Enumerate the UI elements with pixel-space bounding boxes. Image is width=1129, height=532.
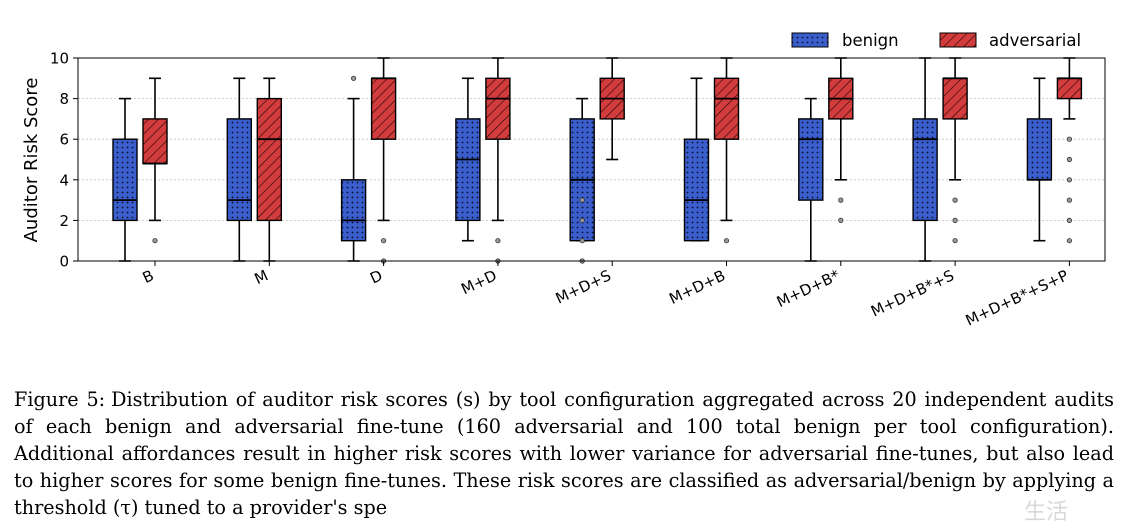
adversarial-box-group [942,57,968,244]
x-tick-label: M+D+B*+S [868,266,957,320]
benign-box-pattern [455,118,481,222]
benign-box-pattern [112,138,138,222]
adversarial-outlier [1066,217,1073,223]
adversarial-outlier [495,238,501,244]
adversarial-outlier [1066,156,1073,163]
adversarial-box-pattern [942,77,968,120]
benign-box-group [112,97,138,262]
y-tick-label: 8 [59,90,69,108]
legend: benign adversarial [791,31,1081,50]
boxplot-chart: 0 2 4 6 8 10 B M D M+D M+D+S M+D+B M+D+B* M+D+B*+S M+… [21,31,1106,330]
box-layer [112,57,1083,264]
adversarial-box-pattern [370,77,397,140]
plot-frame [77,57,1106,262]
x-tick-label: M+D+B*+S+P [963,266,1071,329]
y-axis-label: Auditor Risk Score [21,78,42,243]
adversarial-outlier [952,197,958,203]
adversarial-box-pattern [1056,77,1083,100]
adversarial-outlier [723,238,730,244]
boxplot-figure: 0 2 4 6 8 10 B M D M+D M+D+S M+D+B M+D+B* M+D+B*+S M+… [21,31,1106,330]
benign-box-group [455,77,481,242]
adversarial-box-pattern [256,97,282,222]
x-tick-label: M+D [458,266,499,298]
benign-outlier [579,238,585,244]
adversarial-box-group [713,57,740,244]
benign-box-pattern [340,179,367,242]
adversarial-outlier [952,217,958,223]
legend-adversarial-swatch-pattern [939,32,977,48]
adversarial-outlier [1066,238,1073,244]
benign-box-pattern [226,118,253,222]
benign-box-pattern [912,118,938,222]
adversarial-outlier [1066,136,1073,142]
y-tick-label: 6 [59,131,69,149]
figure-caption: Figure 5: Distribution of auditor risk sc… [14,386,1114,521]
watermark-text: 生活 [1020,494,1073,526]
benign-outlier [579,217,585,223]
adversarial-box-group [1056,57,1083,244]
y-tick-label: 4 [59,171,69,189]
benign-box-group [798,97,824,262]
legend-adversarial-label: adversarial [989,31,1081,50]
adversarial-box-pattern [713,77,740,140]
legend-benign-swatch-pattern [791,32,829,48]
adversarial-outlier [1066,177,1073,183]
benign-box-pattern [683,138,710,242]
x-tick-label: M+D+S [553,266,614,307]
x-tick-label: D [367,266,385,287]
benign-box-pattern [798,118,824,201]
x-tick-label: M+D+B [666,266,728,308]
x-tick-label: B [140,266,157,287]
benign-outlier [350,75,357,81]
adversarial-outlier [380,238,387,244]
x-axis: B M D M+D M+D+S M+D+B M+D+B* M+D+B*+S M+D+B*+S+P [140,261,1071,330]
benign-box-group [226,77,253,262]
benign-box-group [683,77,710,242]
caption-text: Distribution of auditor risk scores (s) … [14,388,1115,519]
adversarial-outlier [1066,197,1073,203]
legend-benign-label: benign [842,31,899,50]
adversarial-box-pattern [142,118,168,165]
adversarial-outlier [952,238,958,244]
adversarial-box-group [142,77,168,244]
benign-box-group [340,75,367,262]
benign-box-pattern [1026,118,1053,181]
adversarial-box-group [370,57,397,264]
y-axis: 0 2 4 6 8 10 [50,50,78,271]
adversarial-outlier [152,238,158,244]
benign-outlier [579,197,585,203]
y-tick-label: 2 [59,212,69,230]
adversarial-box-group [828,57,854,223]
adversarial-outlier [838,197,844,203]
y-tick-label: 0 [59,253,69,271]
benign-box-group [1026,77,1053,242]
benign-box-group [912,57,938,262]
y-tick-label: 10 [50,50,69,68]
adversarial-box-group [599,57,625,161]
adversarial-box-group [256,77,282,262]
adversarial-outlier [838,217,844,223]
x-tick-label: M+D+B* [774,266,843,311]
x-tick-label: M [252,266,271,288]
adversarial-box-pattern [485,77,511,140]
caption-label: Figure 5: [14,388,106,411]
adversarial-box-group [485,57,511,264]
benign-box-group [569,97,595,264]
